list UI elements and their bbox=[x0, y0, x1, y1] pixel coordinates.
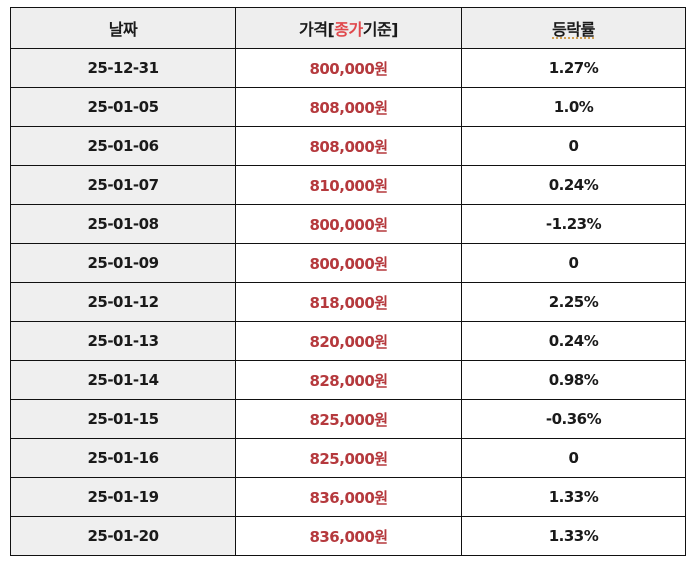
date-cell: 25-01-05 bbox=[10, 87, 236, 127]
date-cell: 25-01-19 bbox=[10, 477, 236, 517]
header-price-suffix: 기준] bbox=[362, 20, 399, 39]
date-cell: 25-01-13 bbox=[10, 321, 236, 361]
price-cell: 820,000원 bbox=[235, 321, 462, 361]
table-header-row: 날짜 가격[종가기준] 등락률 bbox=[10, 7, 686, 49]
price-table-container: 날짜 가격[종가기준] 등락률 25-12-31 800,000원 1.27% … bbox=[10, 7, 686, 556]
table-row: 25-01-07 810,000원 0.24% bbox=[10, 165, 686, 205]
table-row: 25-01-14 828,000원 0.98% bbox=[10, 360, 686, 400]
price-cell: 836,000원 bbox=[235, 516, 462, 556]
rate-cell: 0 bbox=[461, 438, 686, 478]
price-cell: 800,000원 bbox=[235, 204, 462, 244]
rate-cell: 0.98% bbox=[461, 360, 686, 400]
rate-cell: 2.25% bbox=[461, 282, 686, 322]
table-row: 25-01-19 836,000원 1.33% bbox=[10, 477, 686, 517]
date-cell: 25-01-16 bbox=[10, 438, 236, 478]
table-row: 25-01-08 800,000원 -1.23% bbox=[10, 204, 686, 244]
price-cell: 825,000원 bbox=[235, 399, 462, 439]
table-row: 25-01-05 808,000원 1.0% bbox=[10, 87, 686, 127]
rate-cell: 1.0% bbox=[461, 87, 686, 127]
header-rate: 등락률 bbox=[461, 7, 686, 49]
date-cell: 25-01-14 bbox=[10, 360, 236, 400]
rate-cell: 0.24% bbox=[461, 165, 686, 205]
date-cell: 25-01-12 bbox=[10, 282, 236, 322]
price-cell: 810,000원 bbox=[235, 165, 462, 205]
table-row: 25-01-06 808,000원 0 bbox=[10, 126, 686, 166]
header-price: 가격[종가기준] bbox=[235, 7, 462, 49]
table-row: 25-01-15 825,000원 -0.36% bbox=[10, 399, 686, 439]
rate-cell: -0.36% bbox=[461, 399, 686, 439]
header-date: 날짜 bbox=[10, 7, 236, 49]
price-cell: 818,000원 bbox=[235, 282, 462, 322]
date-cell: 25-01-20 bbox=[10, 516, 236, 556]
date-cell: 25-12-31 bbox=[10, 48, 236, 88]
table-row: 25-01-20 836,000원 1.33% bbox=[10, 516, 686, 556]
table-row: 25-01-16 825,000원 0 bbox=[10, 438, 686, 478]
rate-cell: 0 bbox=[461, 243, 686, 283]
price-cell: 808,000원 bbox=[235, 126, 462, 166]
price-cell: 800,000원 bbox=[235, 243, 462, 283]
rate-cell: -1.23% bbox=[461, 204, 686, 244]
table-row: 25-01-12 818,000원 2.25% bbox=[10, 282, 686, 322]
header-price-highlight: 종가 bbox=[334, 20, 363, 39]
date-cell: 25-01-15 bbox=[10, 399, 236, 439]
header-price-prefix: 가격[ bbox=[299, 20, 335, 39]
table-row: 25-01-09 800,000원 0 bbox=[10, 243, 686, 283]
price-cell: 836,000원 bbox=[235, 477, 462, 517]
rate-cell: 0.24% bbox=[461, 321, 686, 361]
rate-cell: 1.33% bbox=[461, 516, 686, 556]
header-rate-label: 등락률 bbox=[552, 20, 595, 39]
date-cell: 25-01-07 bbox=[10, 165, 236, 205]
price-cell: 825,000원 bbox=[235, 438, 462, 478]
table-row: 25-12-31 800,000원 1.27% bbox=[10, 48, 686, 88]
price-history-table: 날짜 가격[종가기준] 등락률 25-12-31 800,000원 1.27% … bbox=[10, 7, 686, 556]
table-row: 25-01-13 820,000원 0.24% bbox=[10, 321, 686, 361]
date-cell: 25-01-08 bbox=[10, 204, 236, 244]
table-body: 25-12-31 800,000원 1.27% 25-01-05 808,000… bbox=[10, 48, 686, 556]
date-cell: 25-01-06 bbox=[10, 126, 236, 166]
price-cell: 800,000원 bbox=[235, 48, 462, 88]
price-cell: 808,000원 bbox=[235, 87, 462, 127]
date-cell: 25-01-09 bbox=[10, 243, 236, 283]
rate-cell: 1.27% bbox=[461, 48, 686, 88]
rate-cell: 1.33% bbox=[461, 477, 686, 517]
price-cell: 828,000원 bbox=[235, 360, 462, 400]
rate-cell: 0 bbox=[461, 126, 686, 166]
